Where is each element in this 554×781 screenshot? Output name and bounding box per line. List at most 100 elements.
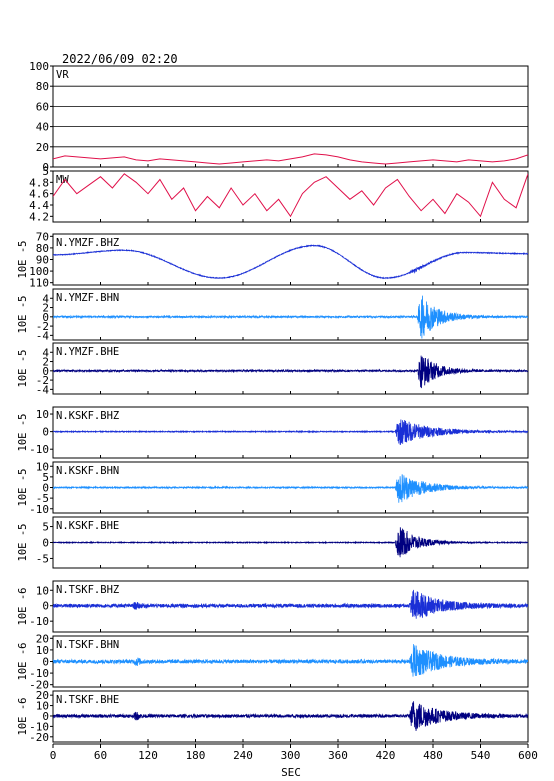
y-tick-label: 0 <box>42 311 49 324</box>
panel-label: N.TSKF.BHE <box>56 694 119 706</box>
y-tick-label: 0 <box>42 656 49 669</box>
panel-label: N.YMZF.BHE <box>56 346 119 358</box>
y-axis-unit-label: 10E -5 <box>17 414 29 452</box>
y-tick-label: 2 <box>42 302 49 315</box>
y-axis-unit-label: 10E -6 <box>17 643 29 681</box>
y-tick-label: 10 <box>36 700 49 713</box>
panel-n-tskf-bhz: 10 0 -10 N.TSKF.BHZ 10E -6 <box>17 580 529 633</box>
y-tick-label: -20 <box>29 679 49 692</box>
panel-frame <box>52 65 529 168</box>
y-tick-label: 5 <box>42 521 49 534</box>
y-tick-label: -4 <box>36 329 50 342</box>
y-tick-label: 100 <box>29 265 49 278</box>
panel-frame <box>52 170 529 223</box>
x-tick-label: 240 <box>233 749 253 762</box>
x-tick-label: 480 <box>423 749 443 762</box>
trace-line <box>53 419 528 445</box>
x-tick-label: 300 <box>281 749 301 762</box>
panel-label: VR <box>56 69 69 81</box>
y-tick-label: 10 <box>36 408 49 421</box>
y-tick-label: -2 <box>36 374 49 387</box>
trace-line <box>53 153 528 165</box>
panel-n-ymzf-bhe: 420-2-4 N.YMZF.BHE 10E -5 <box>17 342 529 396</box>
y-tick-label: 10 <box>36 584 49 597</box>
y-tick-label: -10 <box>29 503 49 516</box>
y-tick-label: -5 <box>36 552 49 565</box>
y-tick-label: -10 <box>29 615 49 628</box>
y-tick-label: 0 <box>42 482 49 495</box>
y-tick-label: 5 <box>42 165 49 178</box>
x-tick-label: 360 <box>328 749 348 762</box>
y-tick-label: 80 <box>36 80 49 93</box>
y-tick-label: 0 <box>42 710 49 723</box>
y-tick-label: -10 <box>29 667 49 680</box>
panel-n-kskf-bhz: 10 0 -10 N.KSKF.BHZ 10E -5 <box>17 406 529 459</box>
panel-label: N.TSKF.BHZ <box>56 584 119 596</box>
chart-title: 2022/06/09 02:20 <box>62 52 178 66</box>
y-tick-label: 4.6 <box>29 188 49 201</box>
panel-label: N.YMZF.BHN <box>56 292 119 304</box>
y-axis-unit-label: 10E -5 <box>17 241 29 279</box>
panel-label: N.KSKF.BHE <box>56 520 119 532</box>
x-axis-label: SEC <box>281 766 301 779</box>
panel-label: N.KSKF.BHZ <box>56 410 119 422</box>
y-tick-label: 4.2 <box>29 210 49 223</box>
trace-line <box>53 295 528 339</box>
y-tick-label: 4 <box>42 292 49 305</box>
y-tick-label: 0 <box>42 161 49 174</box>
trace-panels: 020406080100VR4.24.44.64.85MW70809010011… <box>17 60 529 744</box>
y-axis-unit-label: 10E -6 <box>17 698 29 736</box>
y-tick-label: 40 <box>36 121 49 134</box>
y-tick-label: 20 <box>36 689 49 702</box>
x-tick-label: 60 <box>94 749 107 762</box>
panel-label: N.TSKF.BHN <box>56 639 119 651</box>
x-tick-label: 540 <box>471 749 491 762</box>
y-tick-label: -20 <box>29 731 49 744</box>
y-tick-label: 4.4 <box>29 199 49 212</box>
y-tick-label: 80 <box>36 242 49 255</box>
panel-label: N.KSKF.BHN <box>56 465 119 477</box>
trace-line <box>53 644 528 677</box>
y-tick-label: -10 <box>29 443 49 456</box>
y-tick-label: -10 <box>29 720 49 733</box>
panel-n-ymzf-bhn: 420-2-4 N.YMZF.BHN 10E -5 <box>17 288 529 342</box>
trace-line <box>53 589 528 619</box>
trace-line <box>53 244 528 280</box>
y-tick-label: 10 <box>36 644 49 657</box>
x-tick-label: 420 <box>376 749 396 762</box>
y-tick-label: 5 <box>42 471 49 484</box>
panel-label: N.YMZF.BHZ <box>56 237 119 249</box>
x-tick-label: 180 <box>186 749 206 762</box>
y-tick-label: 4 <box>42 346 49 359</box>
y-tick-label: 90 <box>36 254 49 267</box>
trace-line <box>53 355 528 389</box>
x-tick-label: 600 <box>518 749 538 762</box>
y-axis-unit-label: 10E -6 <box>17 588 29 626</box>
y-tick-label: -4 <box>36 383 50 396</box>
y-tick-label: 0 <box>42 426 49 439</box>
y-tick-label: 2 <box>42 356 49 369</box>
y-tick-label: 60 <box>36 100 49 113</box>
y-tick-label: 4.8 <box>29 176 49 189</box>
y-axis-unit-label: 10E -5 <box>17 469 29 507</box>
panel-label: MW <box>56 174 69 186</box>
y-tick-label: -2 <box>36 320 49 333</box>
y-tick-label: 0 <box>42 600 49 613</box>
panel-mw: 4.24.44.64.85 MW <box>29 165 529 223</box>
panel-n-kskf-bhe: 5 0 -5 N.KSKF.BHE 10E -5 <box>17 516 529 569</box>
x-tick-label: 120 <box>138 749 158 762</box>
y-tick-label: 20 <box>36 632 49 645</box>
y-axis-unit-label: 10E -5 <box>17 524 29 562</box>
y-tick-label: 20 <box>36 141 49 154</box>
y-tick-label: 100 <box>29 60 49 73</box>
panel-vr: 0 20 40 60 80 100 VR <box>29 60 529 174</box>
trace-line <box>53 527 528 558</box>
trace-line <box>53 173 528 218</box>
y-tick-label: 70 <box>36 230 49 243</box>
panel-frame <box>52 288 529 341</box>
panel-frame <box>52 233 529 286</box>
